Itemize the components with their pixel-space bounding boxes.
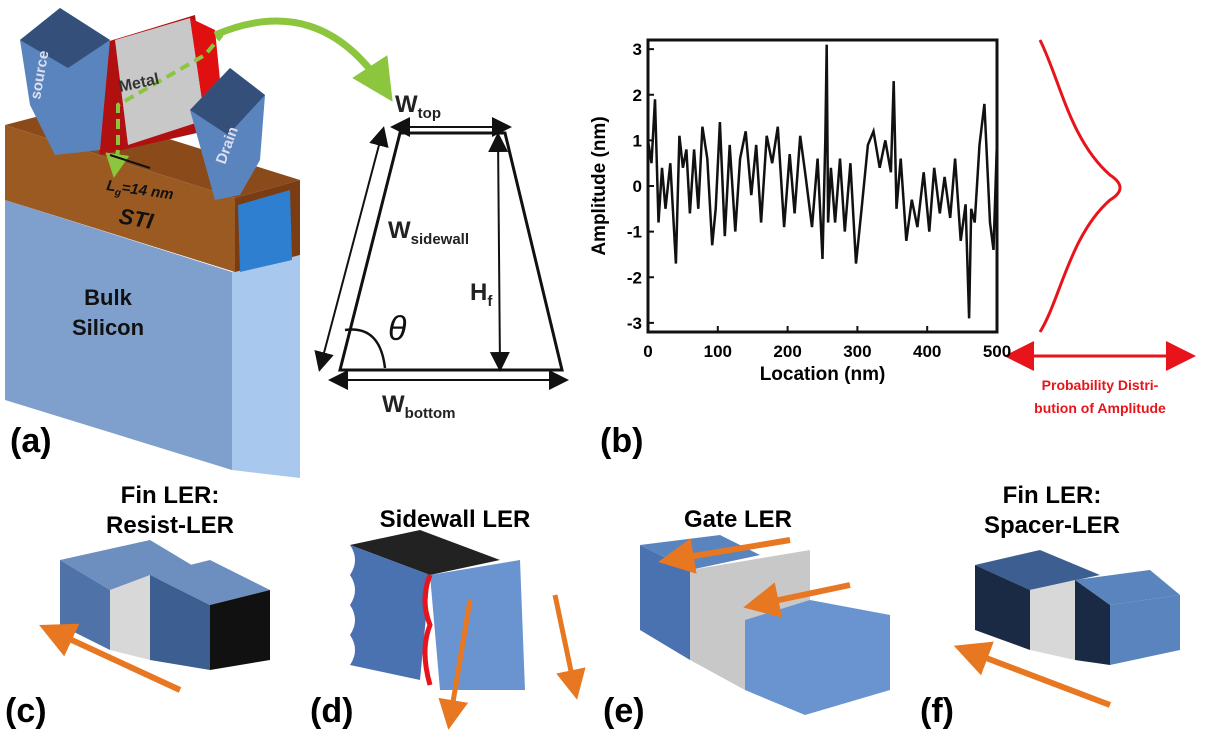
- bulk-label: Silicon: [72, 315, 144, 340]
- panel-title: Sidewall LER: [380, 506, 531, 533]
- x-tick-label: 0: [643, 342, 652, 361]
- ler-3d-d: [350, 530, 575, 720]
- x-tick-label: 400: [913, 342, 941, 361]
- panel-title: Spacer-LER: [984, 512, 1120, 539]
- ler-3d-f: [965, 550, 1180, 705]
- w-bottom-symbol: W: [382, 391, 405, 418]
- h-f: Hf: [470, 279, 493, 310]
- h-f-sub: f: [487, 293, 493, 310]
- w-sidewall: Wsidewall: [388, 217, 469, 248]
- device-3d: [5, 8, 385, 478]
- panel-label: (b): [600, 422, 643, 460]
- distribution-label: Probability Distri-: [1042, 377, 1159, 393]
- page: source Metal Drain Lg=14 nm STI Bulk Sil…: [0, 0, 1210, 735]
- data-line: [648, 45, 997, 319]
- w-bottom-sub: bottom: [405, 405, 456, 422]
- y-tick-label: -1: [627, 223, 642, 242]
- w-top-symbol: W: [395, 91, 418, 118]
- w-sidewall-sub: sidewall: [411, 231, 469, 248]
- figure: source Metal Drain Lg=14 nm STI Bulk Sil…: [0, 0, 1210, 735]
- w-bottom: Wbottom: [382, 391, 455, 422]
- w-sidewall-symbol: W: [388, 217, 411, 244]
- panel-label: (a): [10, 422, 52, 460]
- y-tick-label: 1: [633, 131, 642, 150]
- x-tick-label: 100: [704, 342, 732, 361]
- panel-label: (f): [920, 692, 954, 730]
- panel-label: (d): [310, 692, 353, 730]
- y-tick-label: -2: [627, 268, 642, 287]
- ler-3d-c: [50, 540, 270, 690]
- distribution-label: bution of Amplitude: [1034, 400, 1166, 416]
- panel-label: (c): [5, 692, 47, 730]
- theta: θ: [388, 310, 407, 348]
- distribution-curve: [1040, 40, 1120, 332]
- y-axis-label: Amplitude (nm): [589, 116, 610, 255]
- y-tick-label: 0: [633, 177, 642, 196]
- x-tick-label: 200: [773, 342, 801, 361]
- h-f-symbol: H: [470, 279, 487, 306]
- fin-cross-section: [320, 127, 565, 380]
- w-top: Wtop: [395, 91, 441, 122]
- y-tick-label: 2: [633, 86, 642, 105]
- w-top-sub: top: [418, 105, 441, 122]
- ler-3d-e: [640, 535, 890, 715]
- y-tick-label: 3: [633, 40, 642, 59]
- panel-title: Resist-LER: [106, 512, 234, 539]
- bulk-label: Bulk: [84, 285, 132, 310]
- panel-title: Fin LER:: [121, 482, 220, 509]
- panel-title: Gate LER: [684, 506, 792, 533]
- panel-title: Fin LER:: [1003, 482, 1102, 509]
- y-tick-label: -3: [627, 314, 642, 333]
- x-tick-label: 300: [843, 342, 871, 361]
- x-tick-label: 500: [983, 342, 1011, 361]
- x-axis-label: Location (nm): [760, 364, 886, 385]
- panel-label: (e): [603, 692, 645, 730]
